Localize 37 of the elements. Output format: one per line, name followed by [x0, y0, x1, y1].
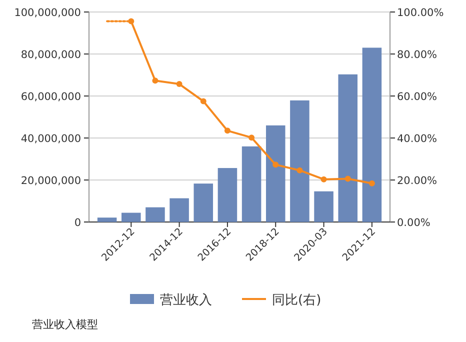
point: [152, 78, 158, 84]
y-tick-label: 40,000,000: [20, 133, 81, 145]
bar: [97, 218, 117, 222]
text: 营业收入模型: [32, 318, 98, 331]
bar: [170, 198, 189, 222]
legend-label: 营业收入: [160, 293, 212, 308]
point: [320, 176, 327, 182]
bar: [194, 184, 214, 222]
y-tick-label: 0: [74, 217, 81, 229]
y-tick-label: 60,000,000: [20, 91, 81, 103]
bar: [362, 48, 382, 222]
y2-tick-label: 100.00%: [397, 7, 444, 19]
point: [248, 134, 255, 141]
bar: [146, 207, 165, 222]
y2-tick-label: 80.00%: [397, 49, 438, 61]
point: [272, 162, 279, 168]
point: [344, 176, 351, 182]
point: [224, 128, 230, 134]
bar: [290, 100, 310, 222]
y-tick-label: 20,000,000: [20, 175, 81, 187]
point: [176, 81, 182, 88]
bar: [242, 146, 262, 222]
bar: [122, 212, 141, 222]
y-tick-label: 100,000,000: [14, 7, 81, 19]
legend-label: 同比(右): [272, 293, 322, 308]
bar: [218, 168, 238, 222]
bar: [314, 191, 334, 222]
bar: [266, 125, 286, 222]
y2-tick-label: 20.00%: [397, 175, 438, 187]
point: [368, 180, 375, 186]
point: [200, 98, 206, 104]
point: [296, 167, 303, 174]
y-tick-label: 80,000,000: [20, 49, 81, 61]
y2-tick-label: 0.00%: [397, 217, 430, 229]
bar: [338, 74, 358, 222]
y2-tick-label: 40.00%: [397, 133, 438, 145]
y2-tick-label: 60.00%: [397, 91, 438, 103]
